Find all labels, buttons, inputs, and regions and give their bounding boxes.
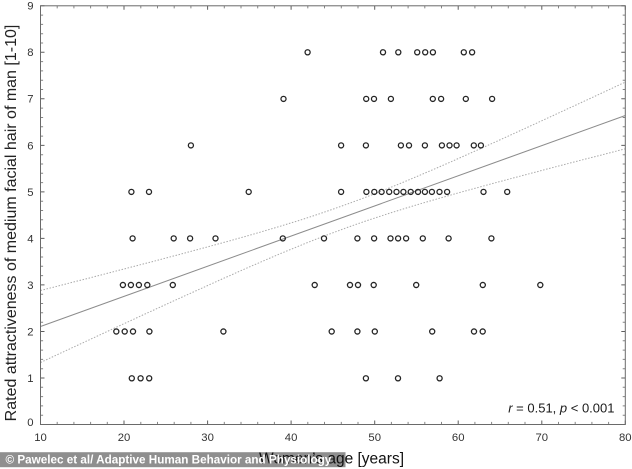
- svg-text:7: 7: [27, 94, 33, 106]
- svg-text:0: 0: [27, 417, 33, 429]
- svg-text:80: 80: [619, 432, 632, 444]
- svg-text:40: 40: [285, 432, 298, 444]
- svg-text:Rated attractiveness of medium: Rated attractiveness of medium facial ha…: [3, 25, 20, 422]
- svg-text:4: 4: [27, 233, 33, 245]
- svg-text:10: 10: [34, 432, 47, 444]
- svg-text:6: 6: [27, 140, 33, 152]
- svg-text:70: 70: [536, 432, 549, 444]
- svg-text:50: 50: [368, 432, 381, 444]
- svg-text:3: 3: [27, 280, 33, 292]
- svg-text:60: 60: [452, 432, 465, 444]
- svg-text:2: 2: [27, 326, 33, 338]
- svg-text:5: 5: [27, 187, 33, 199]
- svg-text:Women’s age [years]: Women’s age [years]: [259, 451, 404, 468]
- svg-text:8: 8: [27, 47, 33, 59]
- svg-text:30: 30: [201, 432, 214, 444]
- svg-text:r = 0.51, p < 0.001: r = 0.51, p < 0.001: [508, 400, 614, 415]
- svg-text:9: 9: [27, 1, 33, 13]
- svg-text:1: 1: [27, 373, 33, 385]
- svg-text:20: 20: [118, 432, 131, 444]
- svg-text:© Pawelec et al/ Adaptive Huma: © Pawelec et al/ Adaptive Human Behavior…: [6, 454, 332, 467]
